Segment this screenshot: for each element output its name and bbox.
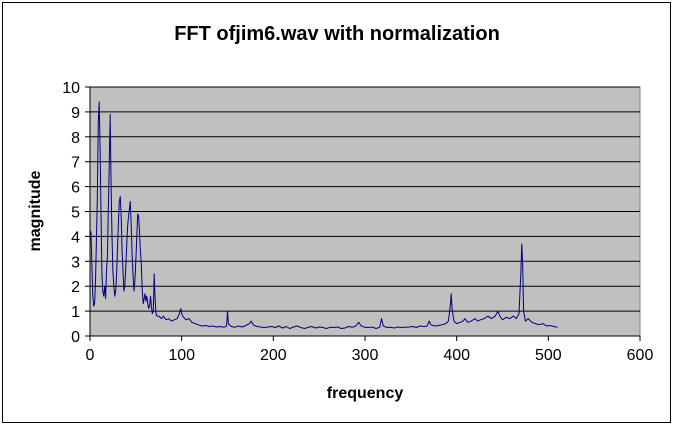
x-tick-label: 100 (168, 347, 195, 364)
y-tick-label: 7 (71, 155, 80, 172)
x-tick-label: 300 (352, 347, 379, 364)
y-tick-label: 9 (71, 105, 80, 122)
y-tick-label: 3 (71, 254, 80, 271)
y-tick-label: 8 (71, 130, 80, 147)
y-tick-label: 10 (62, 80, 80, 97)
x-tick-label: 500 (535, 347, 562, 364)
y-tick-label: 0 (71, 329, 80, 346)
y-tick-label: 5 (71, 205, 80, 222)
y-tick-label: 1 (71, 304, 80, 321)
series-line (90, 101, 558, 329)
chart-title: FFT ofjim6.wav with normalization (174, 23, 500, 45)
x-tick-label: 400 (443, 347, 470, 364)
y-tick-label: 6 (71, 180, 80, 197)
x-tick-label: 0 (86, 347, 95, 364)
x-tick-label: 600 (627, 347, 654, 364)
y-tick-label: 2 (71, 279, 80, 296)
x-axis-title: frequency (327, 385, 404, 402)
y-axis-title: magnitude (27, 170, 44, 251)
y-tick-label: 4 (71, 229, 80, 246)
x-tick-label: 200 (260, 347, 287, 364)
